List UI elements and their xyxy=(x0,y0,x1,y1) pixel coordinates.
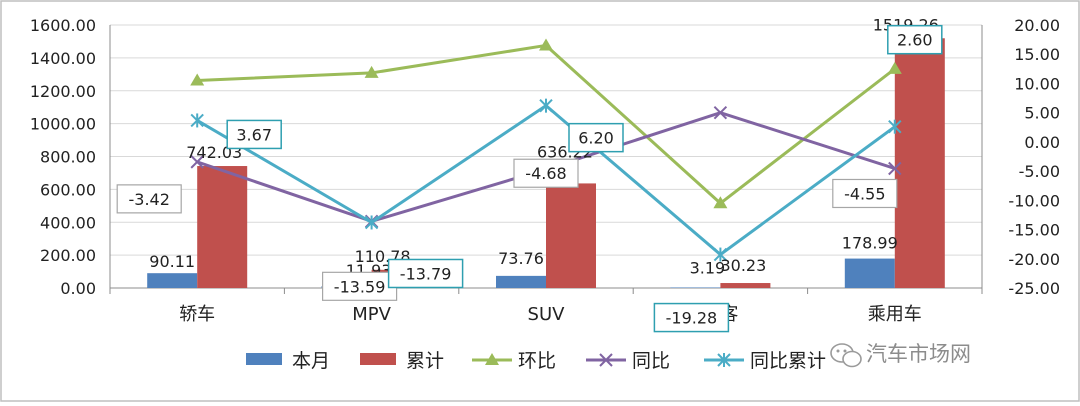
y-left-tick-label: 0.00 xyxy=(60,279,96,298)
marker-同比累计 xyxy=(364,215,379,230)
watermark: 汽车市场网 xyxy=(830,342,971,368)
bar-本月 xyxy=(670,287,721,288)
legend-label: 累计 xyxy=(406,350,444,372)
bar-本月 xyxy=(496,275,546,288)
marker-同比累计 xyxy=(713,247,728,262)
line-label-同比累计: 2.60 xyxy=(897,31,933,50)
bar-本月 xyxy=(844,258,895,288)
label-box-同比累计 xyxy=(887,24,943,55)
y-left-tick-label: 200.00 xyxy=(40,246,96,265)
marker-同比 xyxy=(190,155,204,169)
legend-item: 同比 xyxy=(586,350,670,372)
y-right-tick-label: 5.00 xyxy=(1024,104,1060,123)
label-box-同比累计 xyxy=(568,122,624,153)
marker-环比 xyxy=(887,61,902,74)
line-label-同比累计: 6.20 xyxy=(578,129,614,148)
legend-label: 环比 xyxy=(518,350,556,372)
y-left-tick-label: 1400.00 xyxy=(30,49,96,68)
label-box-同比 xyxy=(322,271,398,301)
legend-marker xyxy=(485,353,499,365)
line-label-同比: -13.59 xyxy=(334,277,386,296)
y-left-tick-label: 800.00 xyxy=(40,148,96,167)
y-left-tick-label: 1000.00 xyxy=(30,115,96,134)
watermark-text: 汽车市场网 xyxy=(866,342,971,366)
marker-同比 xyxy=(713,105,728,120)
legend: 本月 累计 环比 同比 同比累计 xyxy=(246,350,826,372)
bar-label-本月: 178.99 xyxy=(842,234,898,253)
bar-累计 xyxy=(546,183,596,288)
legend-item: 本月 xyxy=(246,350,330,372)
label-box-同比 xyxy=(116,184,182,214)
legend-label: 本月 xyxy=(292,350,330,372)
line-label-同比: -4.55 xyxy=(844,184,885,203)
legend-marker xyxy=(599,353,613,367)
bar-本月 xyxy=(147,273,198,288)
x-tick-label: SUV xyxy=(528,304,566,325)
y-right-tick-label: 0.00 xyxy=(1024,133,1060,152)
legend-item: 累计 xyxy=(360,350,444,372)
y-right-tick-label: 15.00 xyxy=(1014,45,1060,64)
marker-环比 xyxy=(364,65,379,78)
marker-环比 xyxy=(190,73,205,86)
bar-label-本月: 73.76 xyxy=(498,249,544,268)
marker-同比累计 xyxy=(539,98,553,113)
label-box-同比累计 xyxy=(653,302,730,333)
x-tick-label: MPV xyxy=(352,304,391,325)
bar-label-本月: 90.11 xyxy=(149,252,195,271)
legend-label: 同比累计 xyxy=(750,350,826,372)
label-box-同比累计 xyxy=(387,258,464,289)
bar-series xyxy=(147,38,945,288)
bar-label-累计: 30.23 xyxy=(720,256,766,275)
y-left-tick-label: 600.00 xyxy=(40,180,96,199)
bar-累计 xyxy=(197,166,248,288)
legend-swatch xyxy=(246,353,282,365)
y-right-tick-label: -25.00 xyxy=(1008,279,1060,298)
line-label-同比: -3.42 xyxy=(128,190,169,209)
marker-同比累计 xyxy=(190,113,204,128)
label-box-同比 xyxy=(513,158,579,188)
y-right-tick-label: -5.00 xyxy=(1019,162,1060,181)
y-right-tick-label: -20.00 xyxy=(1008,250,1060,269)
x-tick-label: 乘用车 xyxy=(868,304,922,325)
data-labels: 90.11 11.9373.763.19178.99742.03110.78636… xyxy=(116,15,943,333)
marker-同比累计 xyxy=(888,119,902,134)
y-right-tick-label: -15.00 xyxy=(1008,221,1060,240)
y-left-tick-label: 1600.00 xyxy=(30,16,96,35)
legend-label: 同比 xyxy=(632,350,670,372)
y-left-tick-label: 1200.00 xyxy=(30,82,96,101)
marker-环比 xyxy=(713,196,728,209)
y-right-tick-label: 20.00 xyxy=(1014,16,1060,35)
legend-item: 同比累计 xyxy=(704,350,826,372)
bar-累计 xyxy=(720,283,771,288)
legend-item: 环比 xyxy=(472,350,556,372)
legend-marker xyxy=(717,353,731,367)
marker-环比 xyxy=(539,38,553,51)
wechat-icon xyxy=(830,343,862,368)
line-label-同比累计: -13.79 xyxy=(400,264,452,283)
x-tick-label: 轿车 xyxy=(179,304,215,325)
label-box-同比 xyxy=(832,178,898,209)
line-label-同比累计: -19.28 xyxy=(666,309,718,328)
label-box-同比累计 xyxy=(226,119,282,150)
legend-swatch xyxy=(360,353,396,365)
bar-label-本月: 3.19 xyxy=(690,258,726,277)
line-label-同比: -4.68 xyxy=(525,164,566,183)
bar-累计 xyxy=(894,38,945,288)
y-left-tick-label: 400.00 xyxy=(40,213,96,232)
line-label-同比累计: 3.67 xyxy=(236,125,272,144)
marker-同比 xyxy=(888,161,902,176)
y-right-tick-label: 10.00 xyxy=(1014,74,1060,93)
y-right-tick-label: -10.00 xyxy=(1008,191,1060,210)
